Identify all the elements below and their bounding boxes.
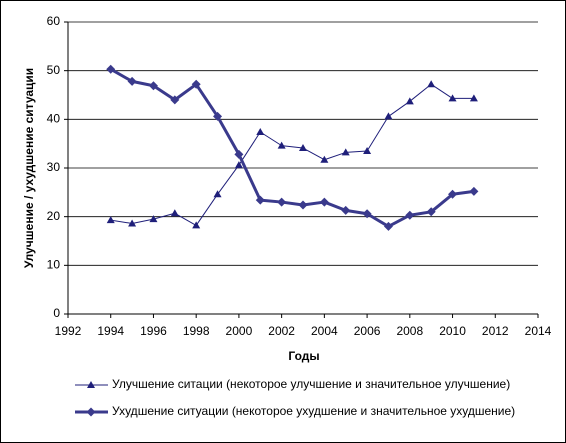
x-tick-label: 2010	[439, 324, 466, 338]
y-tick-label: 40	[47, 112, 61, 126]
y-tick-label: 0	[53, 306, 60, 320]
y-tick-label: 20	[47, 209, 61, 223]
point	[405, 210, 415, 220]
point	[170, 209, 179, 217]
point	[405, 97, 414, 105]
point	[362, 209, 372, 219]
point	[277, 141, 286, 149]
legend-label: Ухудшение ситуации (некоторое ухудшение …	[112, 404, 515, 418]
point	[341, 205, 351, 215]
point	[298, 200, 308, 210]
x-tick-label: 2008	[396, 324, 423, 338]
x-axis-label: Годы	[288, 349, 319, 363]
point	[234, 161, 243, 169]
point	[87, 381, 95, 388]
point	[213, 190, 222, 198]
x-tick-label: 2000	[226, 324, 253, 338]
point	[277, 197, 287, 207]
x-tick-label: 1998	[183, 324, 210, 338]
point	[469, 186, 479, 196]
point	[106, 64, 116, 74]
point	[363, 146, 372, 154]
point	[448, 94, 457, 102]
x-tick-label: 2006	[354, 324, 381, 338]
point	[128, 219, 137, 227]
point	[384, 112, 393, 120]
y-tick-label: 30	[47, 160, 61, 174]
x-tick-label: 2004	[311, 324, 338, 338]
point	[170, 95, 180, 105]
point	[127, 76, 137, 86]
x-tick-label: 1994	[97, 324, 124, 338]
x-tick-label: 1992	[55, 324, 82, 338]
point	[106, 216, 115, 224]
point	[383, 221, 393, 231]
y-tick-label: 50	[47, 63, 61, 77]
y-tick-label: 10	[47, 258, 61, 272]
x-tick-label: 2002	[268, 324, 295, 338]
point	[255, 195, 265, 205]
point	[299, 144, 307, 152]
point	[256, 127, 265, 135]
point	[341, 148, 350, 156]
point	[448, 189, 458, 199]
y-axis-label: Улучшение / ухудшение ситуации	[22, 68, 36, 268]
point	[191, 79, 201, 89]
x-tick-label: 2014	[525, 324, 552, 338]
point	[192, 221, 201, 229]
legend-label: Улучшение ситации (некоторое улучшение и…	[112, 377, 510, 391]
x-tick-label: 1996	[140, 324, 167, 338]
series-line	[110, 83, 474, 226]
point	[148, 81, 158, 91]
point	[149, 215, 158, 223]
x-tick-label: 2012	[482, 324, 509, 338]
point	[426, 207, 436, 217]
point	[319, 197, 329, 207]
point	[427, 80, 436, 88]
point	[213, 111, 223, 121]
point	[469, 94, 478, 102]
y-tick-label: 60	[47, 14, 61, 28]
point	[234, 149, 244, 159]
point	[320, 155, 329, 163]
point	[86, 407, 96, 417]
